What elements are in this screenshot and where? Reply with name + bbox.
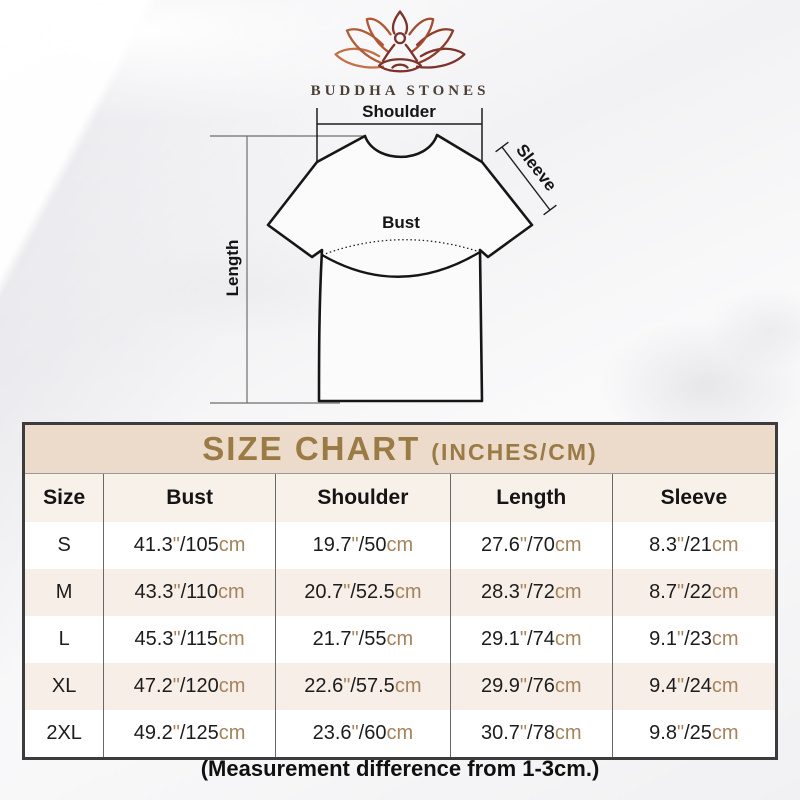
sleeve-cell: 9.8"/25cm bbox=[611, 710, 775, 757]
bust-cell: 43.3"/110cm bbox=[103, 569, 276, 616]
size-cell: L bbox=[58, 628, 70, 650]
sleeve-label: Sleeve bbox=[512, 141, 560, 195]
header-row: Size Bust Shoulder Length Sleeve bbox=[25, 474, 775, 522]
shoulder-measure-line bbox=[316, 108, 483, 161]
tshirt-measurement-diagram: Shoulder Bust Length Sleeve bbox=[210, 102, 560, 404]
tshirt-outline bbox=[266, 133, 534, 403]
bust-cell: 49.2"/125cm bbox=[103, 710, 276, 757]
shoulder-cell: 20.7"/52.5cm bbox=[275, 569, 451, 616]
table-row-xl: XL 47.2"/120cm 22.6"/57.5cm 29.9"/76cm 9… bbox=[25, 663, 775, 710]
brand-name: BUDDHA STONES bbox=[310, 83, 490, 99]
shoulder-cell: 19.7"/50cm bbox=[275, 522, 451, 569]
shoulder-cell: 22.6"/57.5cm bbox=[275, 663, 451, 710]
column-header-length: Length bbox=[449, 474, 613, 522]
sleeve-cell: 8.7"/22cm bbox=[611, 569, 775, 616]
length-cell: 27.6"/70cm bbox=[449, 522, 613, 569]
lotus-meditation-icon bbox=[334, 10, 466, 73]
shoulder-cell: 21.7"/55cm bbox=[275, 616, 451, 663]
sleeve-cell: 9.4"/24cm bbox=[611, 663, 775, 710]
size-cell: 2XL bbox=[46, 722, 82, 744]
length-cell: 28.3"/72cm bbox=[449, 569, 613, 616]
size-cell: XL bbox=[51, 675, 77, 697]
size-table: Size Bust Shoulder Length Sleeve S 41.3"… bbox=[25, 474, 775, 757]
length-label: Length bbox=[223, 240, 242, 297]
table-row-s: S 41.3"/105cm 19.7"/50cm 27.6"/70cm 8.3"… bbox=[25, 522, 775, 569]
sleeve-measure-line bbox=[495, 141, 557, 216]
shoulder-label: Shoulder bbox=[362, 102, 436, 121]
brand-header: BUDDHA STONES bbox=[0, 5, 800, 100]
size-chart-title-suffix: (INCHES/CM) bbox=[431, 439, 598, 465]
bust-label: Bust bbox=[382, 213, 420, 232]
column-header-shoulder: Shoulder bbox=[275, 474, 451, 522]
measurement-note: (Measurement difference from 1-3cm.) bbox=[200, 756, 600, 781]
shoulder-cell: 23.6"/60cm bbox=[275, 710, 451, 757]
length-cell: 29.9"/76cm bbox=[449, 663, 613, 710]
bust-solid-arc bbox=[321, 250, 481, 278]
sleeve-cell: 8.3"/21cm bbox=[611, 522, 775, 569]
size-cell: M bbox=[55, 581, 73, 603]
table-row-l: L 45.3"/115cm 21.7"/55cm 29.1"/74cm 9.1"… bbox=[25, 616, 775, 663]
column-header-size: Size bbox=[25, 474, 104, 522]
size-chart-panel: SIZE CHART (INCHES/CM) Size Bust Shoulde… bbox=[22, 422, 778, 760]
bust-cell: 41.3"/105cm bbox=[103, 522, 276, 569]
length-cell: 29.1"/74cm bbox=[449, 616, 613, 663]
bust-cell: 45.3"/115cm bbox=[103, 616, 276, 663]
column-header-bust: Bust bbox=[103, 474, 276, 522]
sleeve-cell: 9.1"/23cm bbox=[611, 616, 775, 663]
size-cell: S bbox=[57, 534, 71, 556]
length-guide-lines bbox=[210, 135, 365, 404]
column-header-sleeve: Sleeve bbox=[611, 474, 775, 522]
size-chart-title: SIZE CHART bbox=[202, 430, 421, 467]
length-cell: 30.7"/78cm bbox=[449, 710, 613, 757]
bust-cell: 47.2"/120cm bbox=[103, 663, 276, 710]
table-row-m: M 43.3"/110cm 20.7"/52.5cm 28.3"/72cm 8.… bbox=[25, 569, 775, 616]
table-row-2xl: 2XL 49.2"/125cm 23.6"/60cm 30.7"/78cm 9.… bbox=[25, 710, 775, 757]
size-chart-title-band: SIZE CHART (INCHES/CM) bbox=[25, 425, 775, 474]
